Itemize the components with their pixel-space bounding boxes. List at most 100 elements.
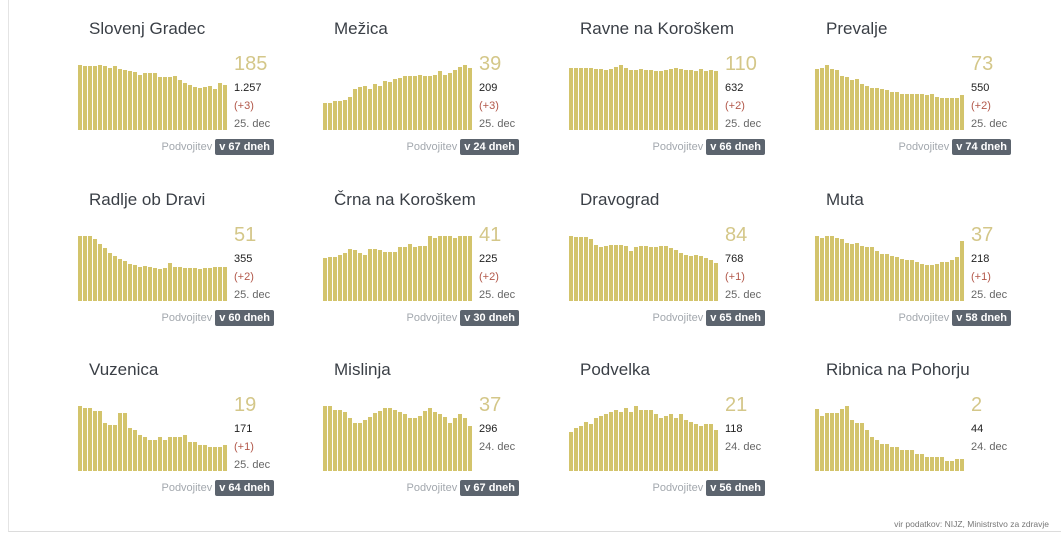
active-cases: 185	[234, 53, 268, 75]
municipality-card: Vuzenica 19 171 (+1) 25. dec Podvojitev v 64…	[78, 341, 324, 511]
bar	[624, 68, 628, 130]
bar	[383, 80, 387, 130]
bar	[378, 410, 382, 471]
municipality-card: Mežica 39 209 (+3) 25. dec Podvojitev v 24 d…	[323, 0, 569, 170]
bar	[343, 412, 347, 471]
bar	[915, 262, 919, 301]
bar	[704, 423, 708, 471]
bar	[418, 415, 422, 471]
bar	[689, 421, 693, 471]
bar	[960, 458, 964, 471]
bar	[393, 79, 397, 130]
bar	[629, 411, 633, 471]
daily-change: (+1)	[725, 271, 745, 283]
bar	[448, 72, 452, 130]
bar	[845, 77, 849, 130]
bar	[920, 453, 924, 471]
doubling-time: Podvojitev v 66 dneh	[652, 139, 765, 155]
bar	[860, 423, 864, 471]
bar	[413, 247, 417, 301]
bar	[599, 415, 603, 471]
bar	[955, 257, 959, 301]
bar	[83, 408, 87, 471]
municipality-title: Ribnica na Pohorju	[826, 360, 970, 379]
bar	[213, 446, 217, 471]
bar	[203, 267, 207, 301]
doubling-label: Podvojitev	[406, 312, 458, 324]
bar	[333, 101, 337, 130]
bar	[634, 406, 638, 471]
bar	[198, 269, 202, 301]
bar	[860, 84, 864, 130]
bar	[604, 70, 608, 130]
bar	[108, 68, 112, 130]
bar	[885, 89, 889, 130]
bar	[870, 87, 874, 130]
bar	[433, 74, 437, 130]
bar	[98, 410, 102, 471]
bar	[118, 413, 122, 471]
bar	[895, 91, 899, 130]
bar	[845, 242, 849, 301]
bar	[328, 256, 332, 301]
active-cases: 51	[234, 224, 257, 246]
municipality-card: Podvelka 21 118 24. dec Podvojitev v 56 dne…	[569, 341, 815, 511]
municipality-title: Ravne na Koroškem	[580, 19, 735, 38]
bar	[458, 66, 462, 130]
bar	[118, 258, 122, 301]
bar	[203, 86, 207, 130]
bar	[223, 84, 227, 130]
bar	[363, 420, 367, 471]
bar	[388, 408, 392, 471]
data-date: 25. dec	[725, 289, 762, 301]
bar	[614, 244, 618, 301]
bar	[103, 247, 107, 301]
bar-chart	[569, 405, 719, 471]
bar	[930, 93, 934, 130]
bar	[945, 460, 949, 471]
bar	[423, 245, 427, 301]
bar	[433, 412, 437, 471]
data-date: 25. dec	[479, 289, 516, 301]
bar	[413, 418, 417, 471]
bar	[128, 427, 132, 471]
bar	[453, 418, 457, 471]
bar	[684, 69, 688, 130]
doubling-time: Podvojitev v 67 dneh	[406, 480, 519, 496]
bar	[453, 69, 457, 130]
daily-change: (+3)	[234, 100, 254, 112]
bar	[579, 237, 583, 301]
bar	[825, 65, 829, 130]
bar	[820, 416, 824, 471]
bar	[353, 250, 357, 301]
bar	[910, 450, 914, 471]
bar	[128, 263, 132, 301]
bar	[403, 414, 407, 471]
bar	[905, 93, 909, 130]
bar	[338, 409, 342, 471]
bar	[378, 85, 382, 130]
bar	[669, 247, 673, 301]
bar	[373, 413, 377, 471]
bar	[609, 69, 613, 130]
doubling-time: Podvojitev v 30 dneh	[406, 310, 519, 326]
bar	[624, 246, 628, 301]
bar	[158, 437, 162, 471]
bar	[163, 267, 167, 301]
municipality-card: Prevalje 73 550 (+2) 25. dec Podvojitev v 74…	[815, 0, 1061, 170]
bar	[865, 429, 869, 471]
bar	[438, 71, 442, 130]
municipality-title: Mislinja	[334, 360, 391, 379]
bar	[649, 409, 653, 471]
bar	[624, 407, 628, 471]
doubling-label: Podvojitev	[652, 312, 704, 324]
bar	[403, 247, 407, 301]
bar	[900, 93, 904, 130]
bar	[865, 86, 869, 130]
bar	[408, 76, 412, 130]
bar	[363, 255, 367, 301]
bar	[433, 237, 437, 301]
doubling-label: Podvojitev	[406, 482, 458, 494]
doubling-time: Podvojitev v 56 dneh	[652, 480, 765, 496]
data-date: 25. dec	[234, 459, 271, 471]
